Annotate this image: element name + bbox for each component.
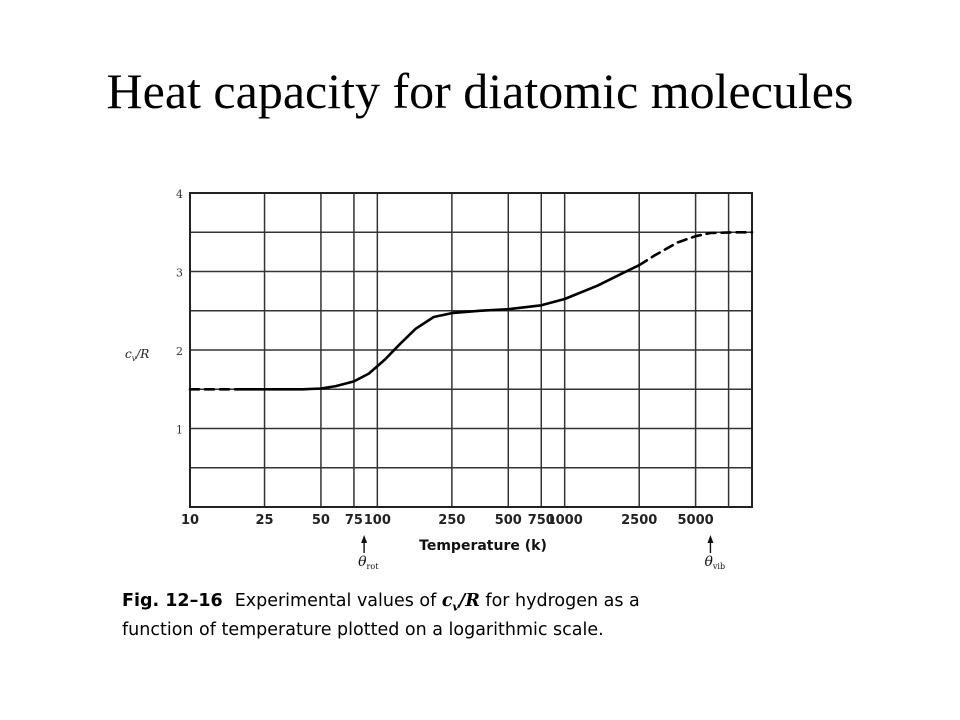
annotation-arrowhead (361, 535, 368, 543)
theta-vib-annotation: θvib (704, 535, 725, 571)
annotation-label: θrot (358, 554, 379, 571)
y-tick-label: 3 (176, 267, 183, 280)
dashed-series-line (637, 231, 754, 267)
solid-series-line (236, 263, 641, 391)
x-tick-label: 2500 (621, 513, 657, 528)
x-tick-label: 100 (364, 513, 391, 528)
y-tick-labels: 1 2 3 4 (176, 188, 183, 437)
x-tick-label: 25 (256, 513, 274, 528)
y-tick-label: 2 (176, 345, 183, 358)
x-tick-label: 75 (345, 513, 363, 528)
annotation-label: θvib (704, 554, 725, 571)
x-tick-label: 500 (495, 513, 522, 528)
caption-line-2: function of temperature plotted on a log… (122, 619, 604, 640)
caption-text-a: Experimental values of (234, 591, 442, 611)
plot-frame (189, 192, 753, 508)
theta-annotations: θrot θvib (358, 535, 725, 571)
x-tick-label: 5000 (678, 513, 714, 528)
caption-text-b: for hydrogen as a (479, 591, 640, 611)
y-tick-label: 1 (176, 424, 183, 437)
figure-number: Fig. 12–16 (122, 591, 223, 611)
annotation-arrowhead (707, 535, 714, 543)
x-tick-label: 50 (312, 513, 330, 528)
data-series (188, 231, 754, 391)
slide-title: Heat capacity for diatomic molecules (106, 63, 854, 119)
caption-var: cv/R (441, 591, 480, 614)
y-axis-label: cv/R (125, 347, 149, 363)
x-tick-label: 1000 (547, 513, 583, 528)
x-tick-label: 10 (181, 513, 199, 528)
x-tick-label: 250 (438, 513, 465, 528)
x-axis-label: Temperature (k) (419, 538, 547, 554)
theta-rot-annotation: θrot (358, 535, 379, 571)
figure-caption: Fig. 12–16 Experimental values of cv/R fo… (122, 590, 640, 641)
caption-line-1: Fig. 12–16 Experimental values of cv/R fo… (122, 590, 640, 619)
grid-lines (189, 193, 752, 507)
y-tick-label: 4 (176, 188, 183, 201)
x-tick-label: 750 (528, 513, 555, 528)
